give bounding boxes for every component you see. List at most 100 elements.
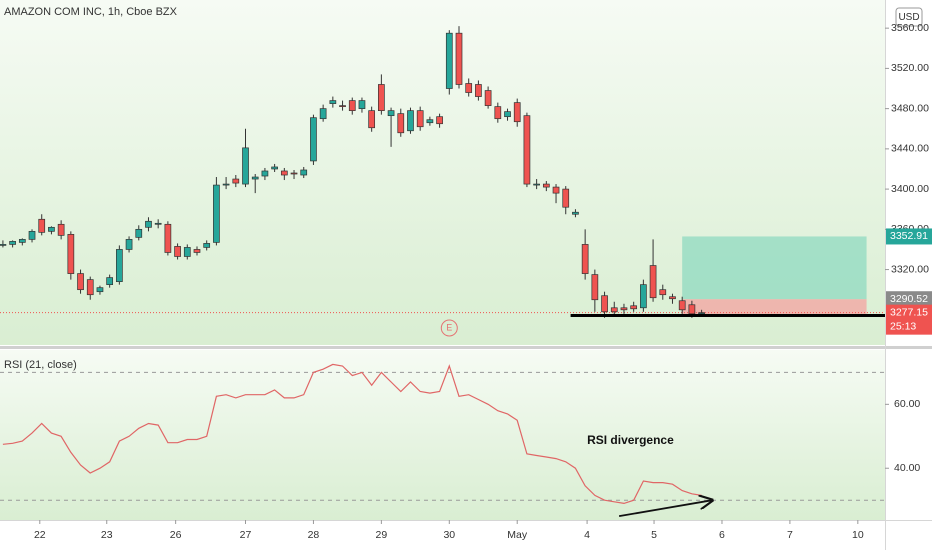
price-tag-label: 3290.52 — [890, 293, 928, 305]
candle-body — [678, 300, 686, 311]
annotation: RSI divergence — [587, 433, 674, 447]
price-axis — [885, 0, 932, 550]
x-tick-label: 27 — [240, 529, 252, 541]
candle-body — [193, 249, 201, 253]
x-tick-label: 26 — [170, 529, 182, 541]
x-tick-label: 10 — [852, 529, 864, 541]
y-tick-label: 3400.00 — [891, 183, 929, 195]
countdown: 25:13 — [890, 320, 916, 332]
candle-body — [213, 184, 220, 243]
candle-body — [116, 249, 123, 282]
candle-body — [125, 239, 133, 250]
candle-body — [523, 115, 531, 185]
candle-body — [164, 223, 172, 253]
candle-body — [542, 183, 550, 188]
candle-body — [426, 119, 434, 124]
candle-body — [339, 105, 346, 107]
chart-title: AMAZON COM INC, 1h, Cboe BZX — [4, 6, 178, 18]
candle-body — [649, 265, 657, 299]
price-tag — [886, 228, 932, 245]
x-tick-label: 23 — [101, 529, 113, 541]
candle-body — [416, 110, 424, 128]
candle-body — [145, 220, 152, 228]
candle-body — [86, 279, 94, 296]
x-tick-label: 22 — [34, 529, 46, 541]
candle-body — [183, 247, 191, 257]
candle-body — [358, 100, 366, 109]
candle-body — [67, 234, 75, 274]
candle-body — [310, 117, 317, 162]
candle-body — [552, 186, 560, 194]
candle-body — [688, 304, 696, 315]
candle-body — [77, 273, 84, 291]
candle-body — [640, 284, 647, 309]
candle-body — [28, 230, 36, 240]
candle-body — [38, 218, 46, 233]
profit-zone — [682, 236, 867, 300]
candle-body — [581, 244, 589, 274]
x-tick-label: 5 — [651, 529, 657, 541]
candle-body — [329, 100, 337, 104]
candle-body — [698, 312, 705, 315]
candle-body — [300, 169, 308, 176]
candle-body — [455, 32, 463, 85]
candle-body — [9, 241, 16, 245]
y-tick-label: 40.00 — [894, 462, 920, 474]
y-tick-label: 3440.00 — [891, 143, 929, 155]
candle-body — [387, 110, 395, 117]
price-tag-label: 3352.91 — [890, 230, 928, 242]
candle-body — [242, 147, 249, 185]
plot-layer: 3320.003360.003400.003440.003480.003520.… — [0, 22, 932, 541]
x-tick-label: 7 — [787, 529, 793, 541]
candle-body — [135, 228, 143, 238]
candle-body — [251, 176, 259, 180]
candle-body — [494, 106, 502, 120]
candle-body — [436, 116, 443, 125]
y-tick-label: 3520.00 — [891, 62, 929, 74]
candle-body — [348, 100, 356, 111]
candle-body — [513, 102, 521, 123]
x-tick-label: 30 — [443, 529, 455, 541]
candle-body — [610, 307, 618, 313]
currency-box[interactable] — [895, 7, 923, 27]
candle-body — [465, 83, 473, 93]
event-marker — [440, 319, 458, 337]
candle-body — [407, 110, 414, 132]
candle-body — [18, 239, 26, 243]
candle-body — [319, 108, 327, 120]
candle-body — [475, 84, 482, 97]
y-tick-label: 3320.00 — [891, 263, 929, 275]
x-tick-label: 4 — [584, 529, 590, 541]
x-tick-label: 29 — [376, 529, 388, 541]
divergence-arrow — [618, 500, 712, 518]
currency[interactable]: USD — [898, 12, 919, 23]
rsi-pane — [0, 350, 885, 520]
y-tick-label: 3480.00 — [891, 102, 929, 114]
candle-body — [0, 244, 7, 246]
candle-body — [280, 170, 288, 176]
candle-body — [562, 188, 570, 208]
candle-body — [601, 295, 608, 313]
candle-body — [203, 243, 211, 248]
y-tick-label: 3560.00 — [891, 22, 929, 34]
candle-body — [504, 111, 511, 118]
event-label: E — [446, 322, 452, 332]
candle-body — [484, 90, 492, 106]
loss-zone — [682, 299, 867, 316]
candle-body — [397, 113, 405, 134]
rsi-line — [2, 363, 702, 505]
candle-body — [572, 211, 579, 215]
price-tag — [886, 304, 932, 335]
candle-body — [232, 178, 240, 184]
candle-body — [659, 289, 667, 296]
candle-body — [57, 223, 65, 236]
candle-body — [669, 296, 676, 300]
candle-body — [620, 307, 628, 311]
price-tag — [886, 291, 932, 308]
rsi-title: RSI (21, close) — [4, 359, 77, 371]
candle-body — [222, 183, 230, 186]
candle-body — [261, 170, 269, 177]
x-tick-label: May — [507, 529, 528, 541]
x-tick-label: 28 — [308, 529, 320, 541]
candle-body — [378, 84, 385, 111]
